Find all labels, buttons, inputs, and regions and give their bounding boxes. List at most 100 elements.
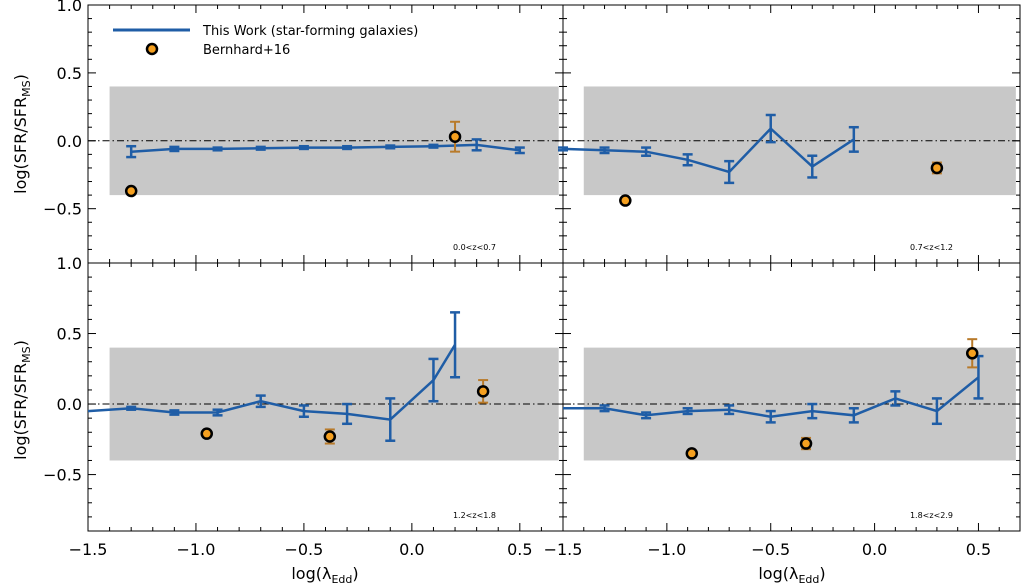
error-bar <box>848 125 859 153</box>
y-axis-label-subscript: MS <box>20 80 33 96</box>
panel-1: −0.5 0.0 0.5 1.0 0.0<z<0.7 <box>43 0 564 264</box>
bernhard-marker <box>448 130 462 143</box>
legend-line-label: This Work (star-forming galaxies) <box>202 24 418 39</box>
y-axis-label-main: log(SFR/SFR <box>11 363 30 460</box>
error-bar <box>641 411 652 420</box>
error-bar <box>765 113 776 144</box>
x-tick-label: 0.5 <box>966 540 991 559</box>
error-bar <box>848 407 859 424</box>
error-bar <box>724 159 735 185</box>
x-tick-label: −1.0 <box>177 540 216 559</box>
error-bar <box>724 404 735 416</box>
y-axis-label: log(SFR/SFRMS) <box>11 340 33 460</box>
legend-marker-label: Bernhard+16 <box>203 43 290 58</box>
series-line <box>87 344 457 421</box>
x-tick-label: 0.5 <box>507 540 532 559</box>
bernhard-point <box>930 161 944 175</box>
x-axis-label-subscript: Edd <box>331 573 352 586</box>
bernhard-point <box>124 184 138 198</box>
error-bar <box>428 357 439 403</box>
y-tick-label: −0.5 <box>43 200 82 219</box>
bernhard-marker <box>685 447 699 460</box>
error-bar <box>807 402 818 420</box>
bernhard-marker <box>476 385 490 398</box>
error-bar <box>342 402 353 426</box>
bernhard-point <box>323 428 337 445</box>
x-axis-label-main: log(λ <box>758 564 798 583</box>
x-tick-label: 0.0 <box>862 540 887 559</box>
y-tick-label: 1.0 <box>57 0 82 15</box>
panel-redshift-label: 0.0<z<0.7 <box>453 243 496 252</box>
y-tick-label: 0.0 <box>57 132 82 151</box>
bernhard-point <box>448 120 462 153</box>
x-tick-label: −0.5 <box>284 540 323 559</box>
error-bar <box>641 146 652 157</box>
error-bar <box>255 394 266 409</box>
bernhard-point <box>619 194 632 207</box>
bernhard-marker <box>619 194 632 207</box>
panel-redshift-label: 1.8<z<2.9 <box>910 511 953 520</box>
panel-4: −1.5 −1.0 −0.5 0.0 0.5 1.8<z<2.9 <box>544 262 1021 559</box>
error-bar <box>890 390 901 407</box>
axis-ticks <box>562 4 1021 264</box>
error-bar <box>126 405 137 411</box>
error-bar <box>255 145 266 151</box>
x-tick-label: −1.5 <box>69 540 108 559</box>
error-bar <box>514 146 525 155</box>
bernhard-point <box>799 436 813 451</box>
legend: This Work (star-forming galaxies) Bernhar… <box>113 24 418 58</box>
y-axis-label: log(SFR/SFRMS) <box>11 74 33 194</box>
error-bar <box>599 146 610 155</box>
y-tick-label: 1.0 <box>57 254 82 273</box>
error-bar <box>298 404 309 418</box>
bernhard-marker <box>124 184 138 198</box>
y-axis-label-close: ) <box>11 74 30 80</box>
panel-redshift-label: 0.7<z<1.2 <box>910 243 953 252</box>
bernhard-marker <box>965 347 979 360</box>
y-axis-label-main: log(SFR/SFR <box>11 97 30 194</box>
error-bar <box>450 311 461 379</box>
error-bar <box>298 144 309 151</box>
error-bar <box>807 154 818 179</box>
bernhard-point <box>965 338 979 369</box>
axis-ticks <box>87 4 564 264</box>
panel-3: −0.5 0.0 0.5 1.0 −1.5 −1.0 −0.5 0.0 0.5 1.2<z<1.8 <box>43 254 564 559</box>
error-bar <box>471 138 482 152</box>
panel-redshift-label: 1.2<z<1.8 <box>453 511 496 520</box>
error-bar <box>558 146 568 152</box>
y-tick-label: 0.5 <box>57 64 82 83</box>
x-axis-label-subscript: Edd <box>798 573 819 586</box>
x-axis-label: log(λEdd) <box>758 564 825 586</box>
y-axis-label-subscript: MS <box>20 346 33 362</box>
bernhard-point <box>685 447 699 460</box>
x-tick-label: 0.0 <box>399 540 424 559</box>
bernhard-marker <box>323 430 337 443</box>
x-tick-label: −1.5 <box>544 540 583 559</box>
y-tick-label: 0.5 <box>57 325 82 344</box>
y-tick-label: −0.5 <box>43 466 82 485</box>
bernhard-marker <box>799 437 813 450</box>
x-tick-label: −0.5 <box>751 540 790 559</box>
error-bar <box>212 146 223 152</box>
error-bar <box>342 144 353 151</box>
y-tick-label: 0.0 <box>57 395 82 414</box>
panel-2: 0.7<z<1.2 <box>558 4 1021 264</box>
x-axis-label-close: ) <box>819 564 825 583</box>
error-bar <box>428 143 439 149</box>
error-bar <box>599 404 610 413</box>
bernhard-point <box>200 427 213 440</box>
error-bar <box>682 153 693 167</box>
bernhard-point <box>476 379 490 404</box>
x-axis-label-close: ) <box>352 564 358 583</box>
legend-marker-swatch <box>145 42 159 56</box>
error-bar <box>765 409 776 424</box>
error-bar <box>169 145 180 153</box>
error-bar <box>126 144 137 159</box>
axis-ticks <box>562 262 1021 532</box>
bernhard-marker <box>200 427 213 440</box>
series-line <box>562 126 855 174</box>
error-bar <box>682 407 693 416</box>
error-bar <box>385 397 396 442</box>
error-bar <box>385 144 396 150</box>
